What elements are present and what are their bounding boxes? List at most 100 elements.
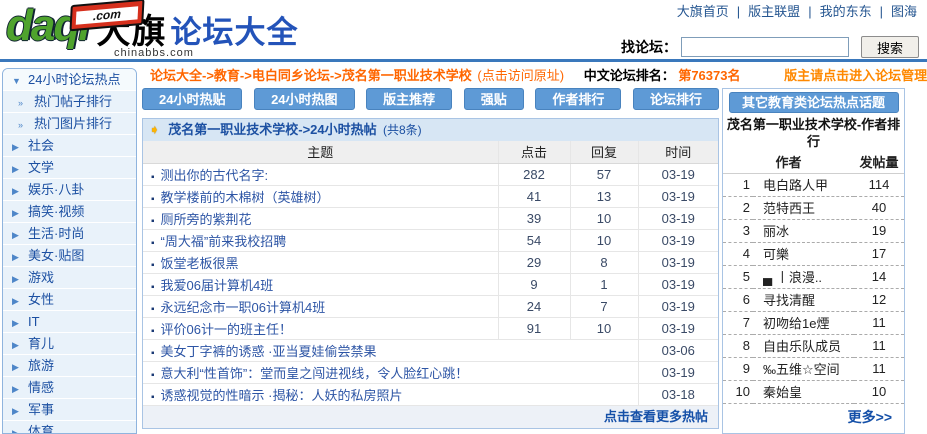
tab-mod-recommend[interactable]: 版主推荐 (366, 88, 453, 110)
author-rank-title: 茂名第一职业技术学校-作者排行 (726, 117, 901, 149)
sidebar-item-female[interactable]: ▶ 女性 (3, 289, 136, 311)
topic-link[interactable]: 厕所旁的紫荆花 (160, 211, 252, 227)
sidebar-item-literature[interactable]: ▶ 文学 (3, 157, 136, 179)
sidebar-item-sports[interactable]: ▶ 体育 (3, 421, 136, 434)
forum-admin-link[interactable]: 版主请点击进入论坛管理 (784, 68, 927, 83)
author-link[interactable]: 寻找清醒 (763, 293, 816, 308)
topic-time: 03-19 (637, 163, 718, 186)
topic-link[interactable]: 永远纪念市一职06计算机4班 (160, 299, 326, 315)
col-header-replies: 回复 (569, 141, 638, 164)
triangle-down-icon: ▼ (12, 76, 21, 86)
author-post-count: 114 (854, 173, 904, 197)
sidebar-item-hot24[interactable]: ▼ 24小时论坛热点 (3, 69, 136, 91)
table-row: ▪ 测出你的古代名字: 282 57 03-19 (143, 163, 718, 186)
sidebar-item-beauty-pics[interactable]: ▶ 美女·贴图 (3, 245, 136, 267)
topic-link[interactable]: 诱惑视觉的性暗示 ·揭秘：人妖的私房照片 (160, 387, 403, 403)
sidebar-item-ent-gossip[interactable]: ▶ 娱乐·八卦 (3, 179, 136, 201)
sidebar-item-label: 女性 (28, 292, 55, 307)
topic-replies: 57 (569, 163, 638, 186)
sidebar-item-label: 搞笑·视频 (28, 204, 85, 219)
chevron-right-icon: » (18, 120, 24, 130)
sidebar-item-travel[interactable]: ▶ 旅游 (3, 355, 136, 377)
more-hot-posts-link[interactable]: 点击查看更多热帖 (603, 408, 708, 424)
site-logo[interactable]: .com daqi 大旗 论坛大全 chinabbs.com (6, 0, 298, 60)
visit-origin-link[interactable]: (点击访问原址) (477, 68, 565, 83)
breadcrumb: 论坛大全->教育->电白同乡论坛->茂名第一职业技术学校 (点击访问原址) 中文… (150, 65, 927, 87)
tab-strong-posts[interactable]: 强贴 (463, 88, 524, 110)
tab-hot-posts-24[interactable]: 24小时热贴 (142, 88, 243, 110)
section-count: (共8条) (382, 123, 422, 137)
sidebar-item-emotion[interactable]: ▶ 情感 (3, 377, 136, 399)
nav-separator: | (736, 4, 741, 19)
bullet-icon: ▪ (151, 347, 155, 359)
author-link[interactable]: ▄ 丨浪漫.. (763, 270, 823, 285)
sidebar-item-it[interactable]: ▶ IT (3, 311, 136, 333)
triangle-right-icon: ▶ (12, 164, 19, 174)
other-edu-topics-button[interactable]: 其它教育类论坛热点话题 (728, 92, 899, 113)
author-link[interactable]: 秦始皇 (763, 385, 803, 400)
topic-link[interactable]: 教学楼前的木棉树（英雄树） (160, 189, 330, 205)
search-bar: 找论坛： 搜索 (621, 36, 919, 58)
table-row: 9 ‰五维☆空间 11 (723, 357, 904, 381)
topic-link[interactable]: 饭堂老板很黑 (160, 255, 239, 271)
more-authors-link[interactable]: 更多>> (847, 408, 892, 425)
sidebar-item-hot-pics[interactable]: » 热门图片排行 (3, 113, 136, 135)
sidebar-item-society[interactable]: ▶ 社会 (3, 135, 136, 157)
tab-author-rank[interactable]: 作者排行 (535, 88, 622, 110)
bullet-icon: ▪ (151, 237, 155, 249)
triangle-right-icon: ▶ (12, 208, 19, 218)
topic-link[interactable]: 我爱06届计算机4班 (160, 277, 274, 293)
sidebar-item-hot-posts[interactable]: » 热门帖子排行 (3, 91, 136, 113)
sidebar-item-military[interactable]: ▶ 军事 (3, 399, 136, 421)
sidebar-item-funny-video[interactable]: ▶ 搞笑·视频 (3, 201, 136, 223)
top-nav: 大旗首页 | 版主联盟 | 我的东东 | 图海 (677, 1, 917, 20)
top-nav-link[interactable]: 图海 (890, 4, 917, 19)
triangle-right-icon: ▶ (12, 274, 19, 284)
search-button[interactable]: 搜索 (861, 36, 919, 58)
breadcrumb-path-link[interactable]: 论坛大全->教育->电白同乡论坛->茂名第一职业技术学校 (150, 68, 472, 83)
topic-time: 03-06 (637, 339, 718, 362)
table-row: ▪ 厕所旁的紫荆花 39 10 03-19 (143, 207, 718, 230)
col-header-clicks: 点击 (497, 141, 570, 164)
topic-clicks: 29 (497, 251, 570, 274)
topic-link[interactable]: 意大利“性首饰”：堂而皇之闯进视线，令人脸红心跳！ (160, 365, 469, 381)
bullet-icon: ▪ (151, 193, 155, 205)
author-link[interactable]: 范特西王 (763, 201, 816, 216)
table-row: 8 自由乐队成员 11 (723, 334, 904, 358)
top-nav-link[interactable]: 我的东东 (819, 4, 872, 19)
author-post-count: 19 (854, 219, 904, 243)
topic-link[interactable]: 评价06计一的班主任！ (160, 321, 293, 337)
topic-replies: 7 (569, 295, 638, 318)
topic-time: 03-19 (637, 229, 718, 252)
author-link[interactable]: 丽冰 (763, 224, 790, 239)
sidebar-item-parenting[interactable]: ▶ 育儿 (3, 333, 136, 355)
logo-cn-blue: 论坛大全 (170, 15, 299, 50)
sidebar-item-label: 社会 (28, 138, 55, 153)
topic-link[interactable]: 测出你的古代名字: (160, 167, 269, 183)
search-input[interactable] (681, 37, 849, 57)
author-link[interactable]: 可樂 (763, 247, 790, 262)
table-row: 7 初吻给1e煙 11 (723, 311, 904, 335)
top-nav-link[interactable]: 大旗首页 (676, 4, 729, 19)
topic-replies: 10 (569, 229, 638, 252)
author-link[interactable]: 电白路人甲 (763, 178, 829, 193)
rank-value: 第76373名 (678, 68, 741, 83)
topic-time: 03-19 (637, 317, 718, 340)
triangle-right-icon: ▶ (12, 428, 19, 434)
author-link[interactable]: 自由乐队成员 (763, 339, 842, 354)
sidebar-item-label: 生活·时尚 (28, 226, 85, 241)
author-post-count: 10 (854, 380, 904, 404)
tab-forum-rank[interactable]: 论坛排行 (632, 88, 719, 110)
topic-link[interactable]: “周大福”前来我校招聘 (160, 233, 287, 249)
topic-replies: 1 (569, 273, 638, 296)
author-table-header: 作者 发帖量 (723, 151, 904, 174)
sidebar-item-label: 体育 (28, 424, 55, 434)
author-link[interactable]: ‰五维☆空间 (763, 362, 840, 377)
tab-hot-pics-24[interactable]: 24小时热图 (254, 88, 355, 110)
top-nav-link[interactable]: 版主联盟 (748, 4, 801, 19)
sidebar-item-games[interactable]: ▶ 游戏 (3, 267, 136, 289)
bullet-icon: ▪ (151, 259, 155, 271)
author-link[interactable]: 初吻给1e煙 (763, 316, 830, 331)
sidebar-item-life-style[interactable]: ▶ 生活·时尚 (3, 223, 136, 245)
topic-link[interactable]: 美女丁字裤的诱惑 ·亚当夏娃偷尝禁果 (160, 343, 377, 359)
